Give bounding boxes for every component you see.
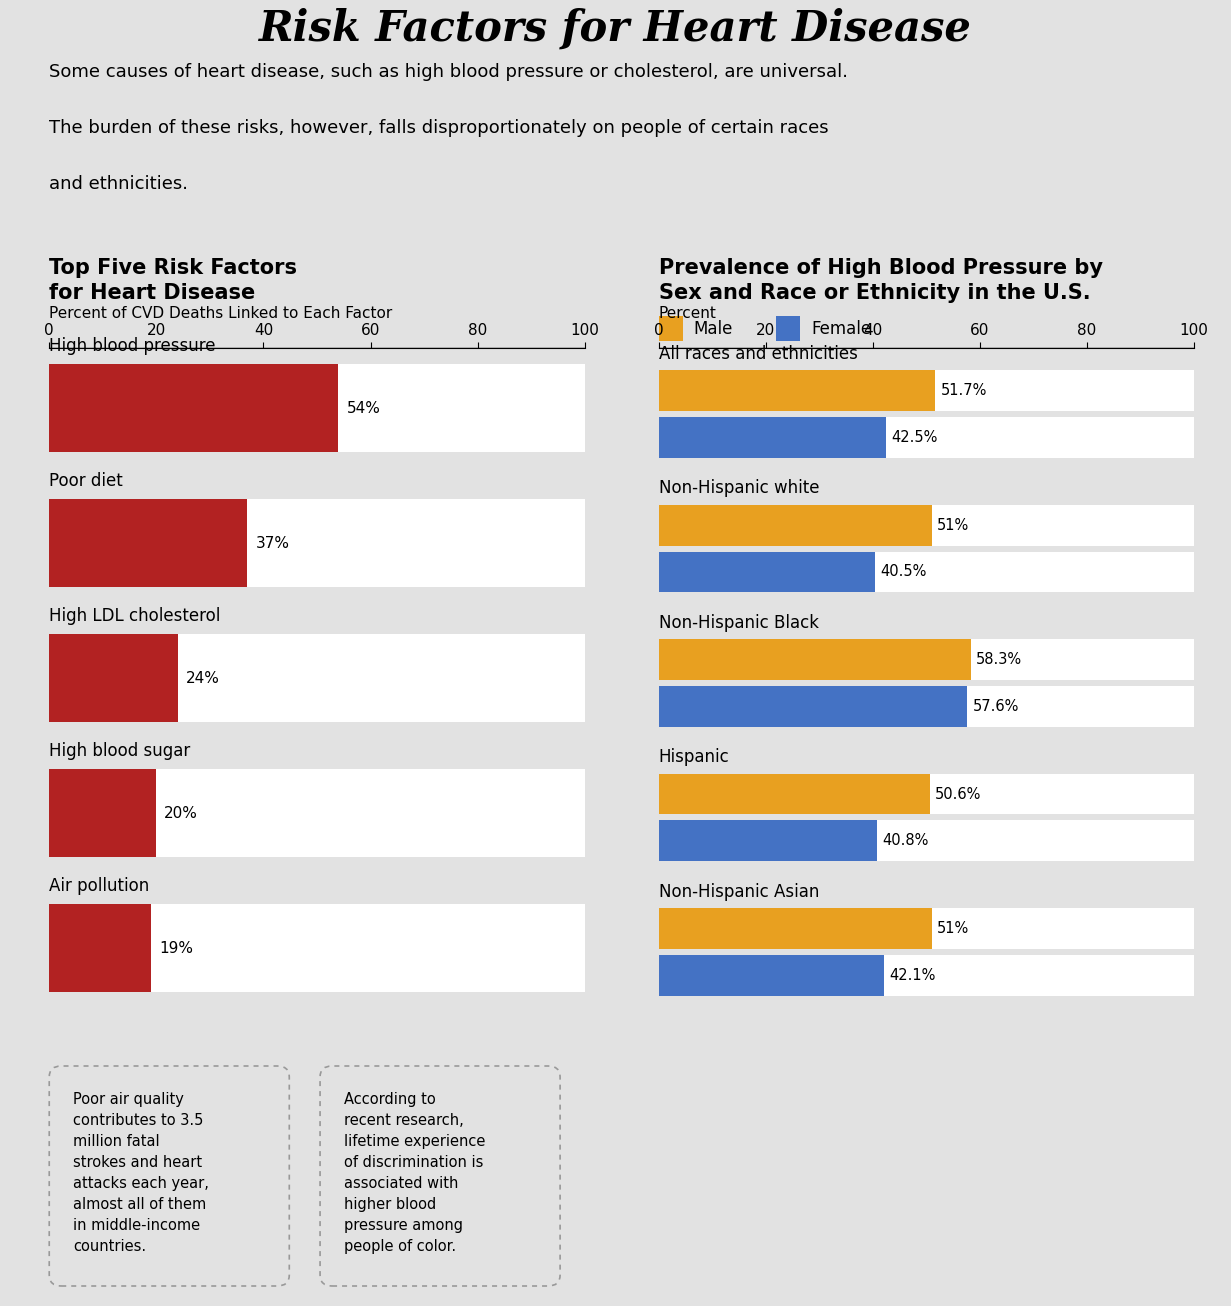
Text: Male: Male xyxy=(693,320,732,338)
Bar xyxy=(659,371,1194,411)
Text: 24%: 24% xyxy=(186,670,219,686)
Text: Hispanic: Hispanic xyxy=(659,748,729,767)
Text: 42.5%: 42.5% xyxy=(891,430,938,445)
Text: The burden of these risks, however, falls disproportionately on people of certai: The burden of these risks, however, fall… xyxy=(49,119,828,137)
Bar xyxy=(49,499,585,586)
Bar xyxy=(659,505,932,546)
Bar xyxy=(659,955,1194,995)
Bar xyxy=(659,417,1194,458)
Bar xyxy=(49,635,585,722)
Text: High LDL cholesterol: High LDL cholesterol xyxy=(49,607,220,624)
Bar xyxy=(49,769,156,857)
Bar xyxy=(659,686,1194,727)
Text: 19%: 19% xyxy=(159,940,193,956)
Bar xyxy=(659,908,1194,949)
Text: 20%: 20% xyxy=(165,806,198,820)
Text: All races and ethnicities: All races and ethnicities xyxy=(659,345,858,363)
Bar xyxy=(49,364,585,452)
Text: 51%: 51% xyxy=(937,517,969,533)
Bar xyxy=(659,908,932,949)
Bar xyxy=(49,499,247,586)
Text: 58.3%: 58.3% xyxy=(976,652,1022,667)
Text: 42.1%: 42.1% xyxy=(889,968,936,982)
Bar xyxy=(659,686,968,727)
Text: 51%: 51% xyxy=(937,921,969,936)
Text: Risk Factors for Heart Disease: Risk Factors for Heart Disease xyxy=(259,8,972,50)
Bar xyxy=(659,505,1194,546)
Text: Poor air quality
contributes to 3.5
million fatal
strokes and heart
attacks each: Poor air quality contributes to 3.5 mill… xyxy=(74,1092,209,1254)
Text: According to
recent research,
lifetime experience
of discrimination is
associate: According to recent research, lifetime e… xyxy=(343,1092,485,1254)
Bar xyxy=(49,635,177,722)
Bar xyxy=(659,551,875,593)
Text: 40.5%: 40.5% xyxy=(881,564,927,580)
Text: 57.6%: 57.6% xyxy=(972,699,1019,714)
Bar xyxy=(659,417,886,458)
Text: Non-Hispanic Black: Non-Hispanic Black xyxy=(659,614,819,632)
Bar xyxy=(659,316,683,341)
Bar xyxy=(659,820,876,861)
Text: Female: Female xyxy=(811,320,872,338)
Bar xyxy=(659,773,929,815)
Bar xyxy=(777,316,800,341)
Text: 40.8%: 40.8% xyxy=(883,833,929,849)
Text: Top Five Risk Factors
for Heart Disease: Top Five Risk Factors for Heart Disease xyxy=(49,259,297,303)
Bar xyxy=(49,364,339,452)
Text: Some causes of heart disease, such as high blood pressure or cholesterol, are un: Some causes of heart disease, such as hi… xyxy=(49,64,848,81)
Bar xyxy=(659,551,1194,593)
Bar xyxy=(659,639,971,680)
Bar xyxy=(49,905,151,991)
FancyBboxPatch shape xyxy=(320,1066,560,1286)
Text: Prevalence of High Blood Pressure by
Sex and Race or Ethnicity in the U.S.: Prevalence of High Blood Pressure by Sex… xyxy=(659,259,1103,303)
Text: Percent of CVD Deaths Linked to Each Factor: Percent of CVD Deaths Linked to Each Fac… xyxy=(49,306,393,321)
Bar xyxy=(659,955,884,995)
Text: 54%: 54% xyxy=(346,401,380,415)
Bar xyxy=(659,639,1194,680)
Text: 37%: 37% xyxy=(255,535,289,551)
Text: Non-Hispanic white: Non-Hispanic white xyxy=(659,479,819,498)
Text: 50.6%: 50.6% xyxy=(934,786,981,802)
Bar xyxy=(659,773,1194,815)
Text: Air pollution: Air pollution xyxy=(49,876,149,895)
FancyBboxPatch shape xyxy=(49,1066,289,1286)
Text: High blood sugar: High blood sugar xyxy=(49,742,191,760)
Bar xyxy=(49,769,585,857)
Text: Non-Hispanic Asian: Non-Hispanic Asian xyxy=(659,883,819,901)
Text: 51.7%: 51.7% xyxy=(940,384,987,398)
Bar xyxy=(659,820,1194,861)
Bar xyxy=(659,371,936,411)
Text: and ethnicities.: and ethnicities. xyxy=(49,175,188,193)
Bar xyxy=(49,905,585,991)
Text: High blood pressure: High blood pressure xyxy=(49,337,215,355)
Text: Percent: Percent xyxy=(659,306,716,321)
Text: Poor diet: Poor diet xyxy=(49,471,123,490)
